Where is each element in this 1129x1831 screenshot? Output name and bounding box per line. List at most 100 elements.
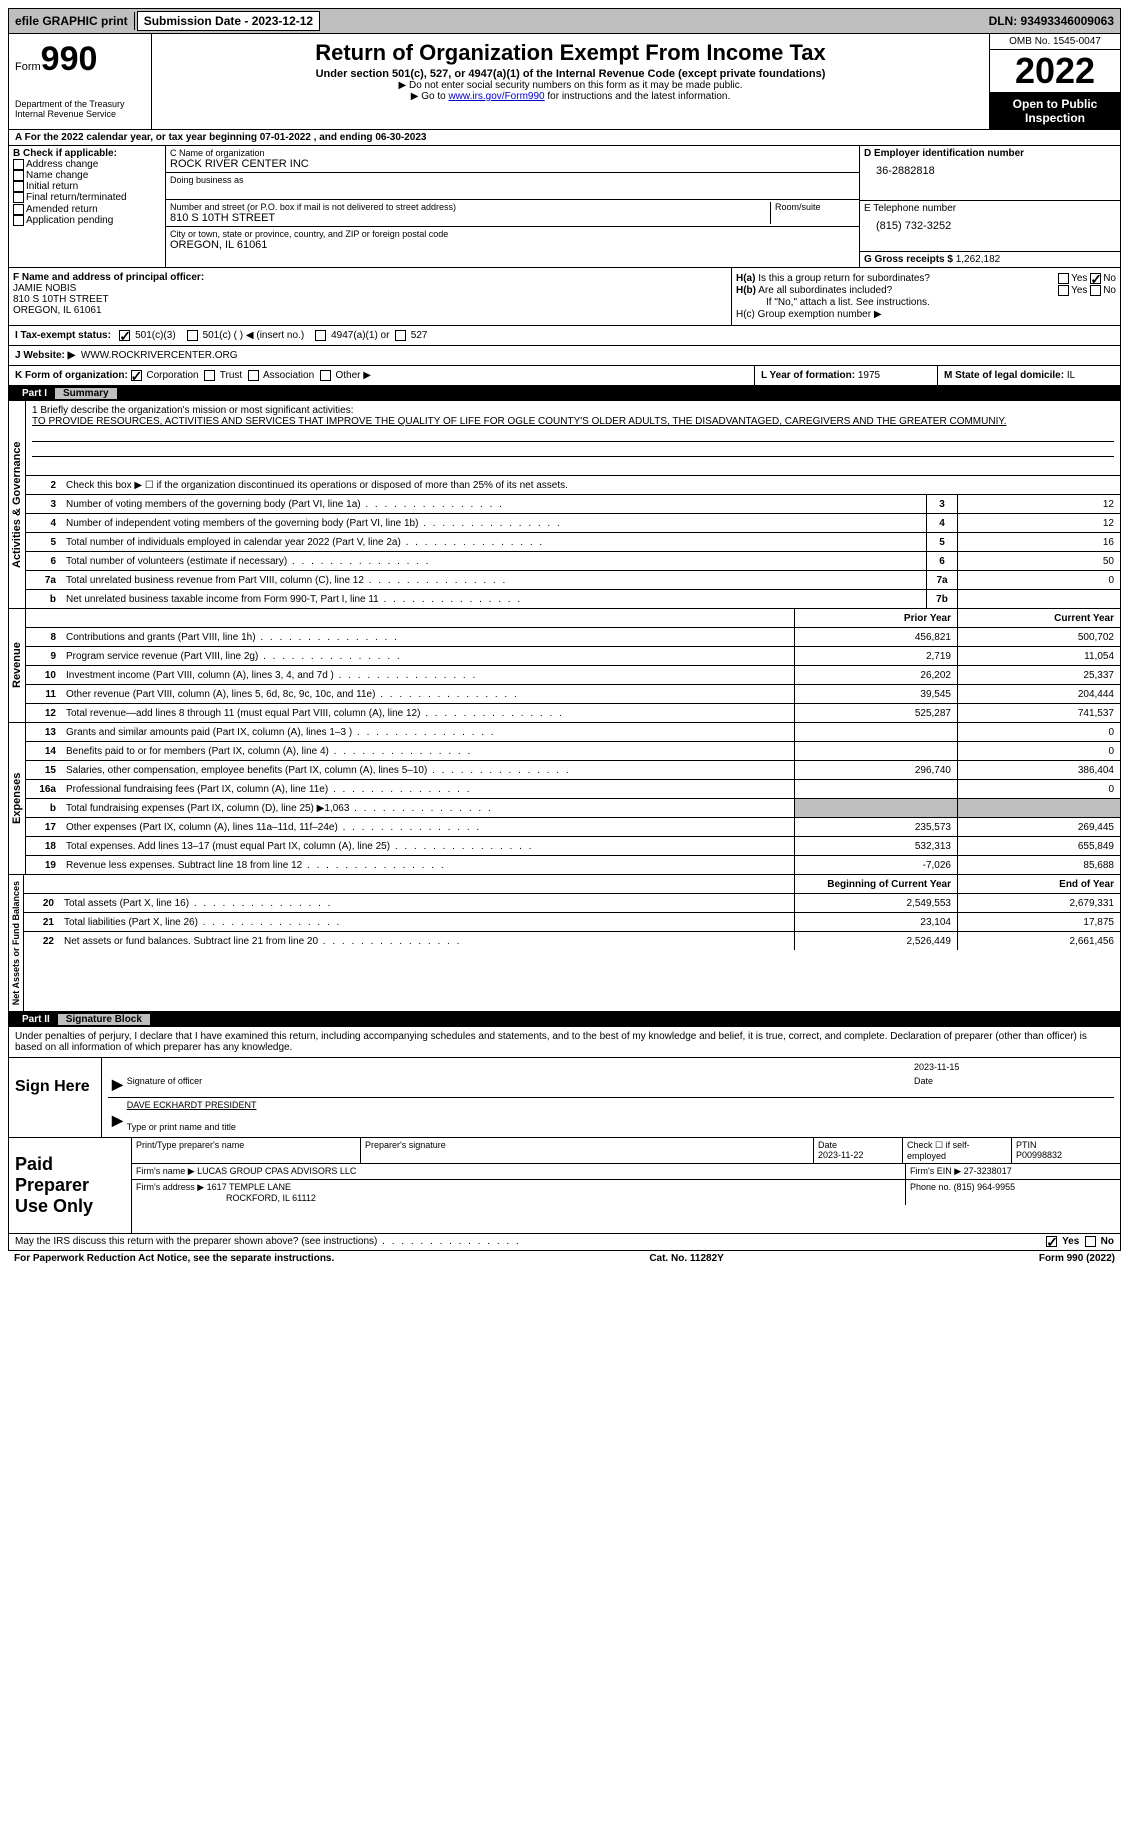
klm-row: K Form of organization: Corporation Trus… — [8, 366, 1121, 386]
c-label: C Name of organization — [170, 148, 855, 158]
penalty-text: Under penalties of perjury, I declare th… — [8, 1027, 1121, 1058]
i-label: I Tax-exempt status: — [15, 330, 111, 341]
net-header: Beginning of Current Year End of Year — [24, 875, 1120, 894]
part2-header: Part II Signature Block — [8, 1012, 1121, 1027]
part1-header: Part I Summary — [8, 386, 1121, 401]
m-cell: M State of legal domicile: IL — [938, 366, 1120, 385]
section-bcdeg: B Check if applicable: Address change Na… — [8, 146, 1121, 268]
line-10: 10Investment income (Part VIII, column (… — [26, 666, 1120, 685]
line-9: 9Program service revenue (Part VIII, lin… — [26, 647, 1120, 666]
chk-no[interactable] — [1085, 1236, 1096, 1247]
chk-trust[interactable] — [204, 370, 215, 381]
rev-header: Prior Year Current Year — [26, 609, 1120, 628]
line-4: 4Number of independent voting members of… — [26, 514, 1120, 533]
part1-body: Activities & Governance 1 Briefly descri… — [8, 401, 1121, 609]
line-22: 22Net assets or fund balances. Subtract … — [24, 932, 1120, 950]
phone-cell: E Telephone number (815) 732-3252 — [860, 201, 1120, 252]
check-self: Check ☐ if self-employed — [903, 1138, 1012, 1163]
tab-activities: Activities & Governance — [9, 401, 26, 608]
chk-final[interactable]: Final return/terminated — [13, 192, 161, 203]
firm-phone: (815) 964-9955 — [954, 1182, 1016, 1192]
sig-date: 2023-11-15 — [914, 1062, 959, 1072]
irs-link[interactable]: www.irs.gov/Form990 — [448, 91, 544, 102]
preparer-section: Paid Preparer Use Only Print/Type prepar… — [8, 1138, 1121, 1234]
line-21: 21Total liabilities (Part X, line 26)23,… — [24, 913, 1120, 932]
chk-initial[interactable]: Initial return — [13, 181, 161, 192]
officer-info: F Name and address of principal officer:… — [9, 268, 732, 325]
k-cell: K Form of organization: Corporation Trus… — [9, 366, 755, 385]
arrow-icon: ▶ — [108, 1112, 127, 1132]
chk-assoc[interactable] — [248, 370, 259, 381]
line-11: 11Other revenue (Part VIII, column (A), … — [26, 685, 1120, 704]
website-url: WWW.ROCKRIVERCENTER.ORG — [81, 350, 238, 361]
line-14: 14Benefits paid to or for members (Part … — [26, 742, 1120, 761]
footer: For Paperwork Reduction Act Notice, see … — [8, 1251, 1121, 1266]
sign-here-section: Sign Here ▶ Signature of officer Date202… — [8, 1058, 1121, 1138]
line-15: 15Salaries, other compensation, employee… — [26, 761, 1120, 780]
city-label: City or town, state or province, country… — [170, 229, 855, 239]
form-number: Form990 — [15, 40, 145, 79]
chk-amended[interactable]: Amended return — [13, 204, 161, 215]
chk-yes[interactable] — [1046, 1236, 1057, 1247]
header-right: OMB No. 1545-0047 2022 Open to Public In… — [990, 34, 1120, 129]
col-current: Current Year — [957, 609, 1120, 627]
officer-signed-name: DAVE ECKHARDT PRESIDENT — [127, 1100, 257, 1110]
chk-other[interactable] — [320, 370, 331, 381]
form-subtitle: Under section 501(c), 527, or 4947(a)(1)… — [156, 68, 985, 80]
firm-addr2: ROCKFORD, IL 61112 — [136, 1193, 316, 1203]
line-18: 18Total expenses. Add lines 13–17 (must … — [26, 837, 1120, 856]
part2-num: Part II — [14, 1014, 58, 1025]
city-cell: City or town, state or province, country… — [166, 227, 859, 253]
officer-addr2: OREGON, IL 61061 — [13, 305, 727, 316]
chk-4947[interactable] — [315, 330, 326, 341]
omb-number: OMB No. 1545-0047 — [990, 34, 1120, 50]
form-title: Return of Organization Exempt From Incom… — [156, 40, 985, 66]
part2-title: Signature Block — [58, 1014, 150, 1025]
org-info-column: C Name of organization ROCK RIVER CENTER… — [166, 146, 860, 267]
city-value: OREGON, IL 61061 — [170, 239, 855, 251]
ein-cell: D Employer identification number 36-2882… — [860, 146, 1120, 201]
chk-527[interactable] — [395, 330, 406, 341]
line-b: bNet unrelated business taxable income f… — [26, 590, 1120, 608]
j-label: J Website: ▶ — [15, 350, 75, 361]
expenses-section: Expenses 13Grants and similar amounts pa… — [8, 723, 1121, 875]
ein-column: D Employer identification number 36-2882… — [860, 146, 1120, 267]
org-name: ROCK RIVER CENTER INC — [170, 158, 855, 170]
b-header: B Check if applicable: — [13, 148, 161, 159]
sig-officer-label: Signature of officer — [127, 1076, 914, 1096]
hb-line: H(b) Are all subordinates included? Yes … — [736, 285, 1116, 296]
tab-revenue: Revenue — [9, 609, 26, 722]
chk-501c3[interactable] — [119, 330, 130, 341]
arrow-icon: ▶ — [108, 1076, 127, 1096]
prep-date: 2023-11-22 — [818, 1150, 863, 1160]
line-19: 19Revenue less expenses. Subtract line 1… — [26, 856, 1120, 874]
may-irs-text: May the IRS discuss this return with the… — [15, 1236, 1046, 1247]
note-link: ▶ Go to www.irs.gov/Form990 for instruct… — [156, 91, 985, 102]
prep-sig-label: Preparer's signature — [361, 1138, 814, 1163]
tax-period: A For the 2022 calendar year, or tax yea… — [8, 130, 1121, 146]
form-footer: Form 990 (2022) — [1039, 1253, 1115, 1264]
chk-name[interactable]: Name change — [13, 170, 161, 181]
chk-pending[interactable]: Application pending — [13, 215, 161, 226]
dba-label: Doing business as — [170, 175, 855, 185]
line-2: 2 Check this box ▶ ☐ if the organization… — [26, 476, 1120, 495]
mission-label: 1 Briefly describe the organization's mi… — [32, 405, 1114, 416]
line-5: 5Total number of individuals employed in… — [26, 533, 1120, 552]
firm-addr1: 1617 TEMPLE LANE — [207, 1182, 291, 1192]
net-assets-section: Net Assets or Fund Balances Beginning of… — [8, 875, 1121, 1012]
ptin-value: P00998832 — [1016, 1150, 1062, 1160]
form-header: Form990 Department of the Treasury Inter… — [8, 34, 1121, 130]
tab-net-assets: Net Assets or Fund Balances — [9, 875, 24, 1011]
gross-cell: G Gross receipts $ 1,262,182 — [860, 252, 1120, 267]
line-20: 20Total assets (Part X, line 16)2,549,55… — [24, 894, 1120, 913]
gross-value: 1,262,182 — [956, 254, 1001, 265]
col-prior: Prior Year — [794, 609, 957, 627]
cat-no: Cat. No. 11282Y — [334, 1253, 1039, 1264]
note2-pre: ▶ Go to — [411, 91, 449, 102]
hc-line: H(c) Group exemption number ▶ — [736, 309, 1116, 320]
tab-expenses: Expenses — [9, 723, 26, 874]
e-label: E Telephone number — [864, 203, 1116, 214]
chk-address[interactable]: Address change — [13, 159, 161, 170]
chk-501c[interactable] — [187, 330, 198, 341]
chk-corp[interactable] — [131, 370, 142, 381]
